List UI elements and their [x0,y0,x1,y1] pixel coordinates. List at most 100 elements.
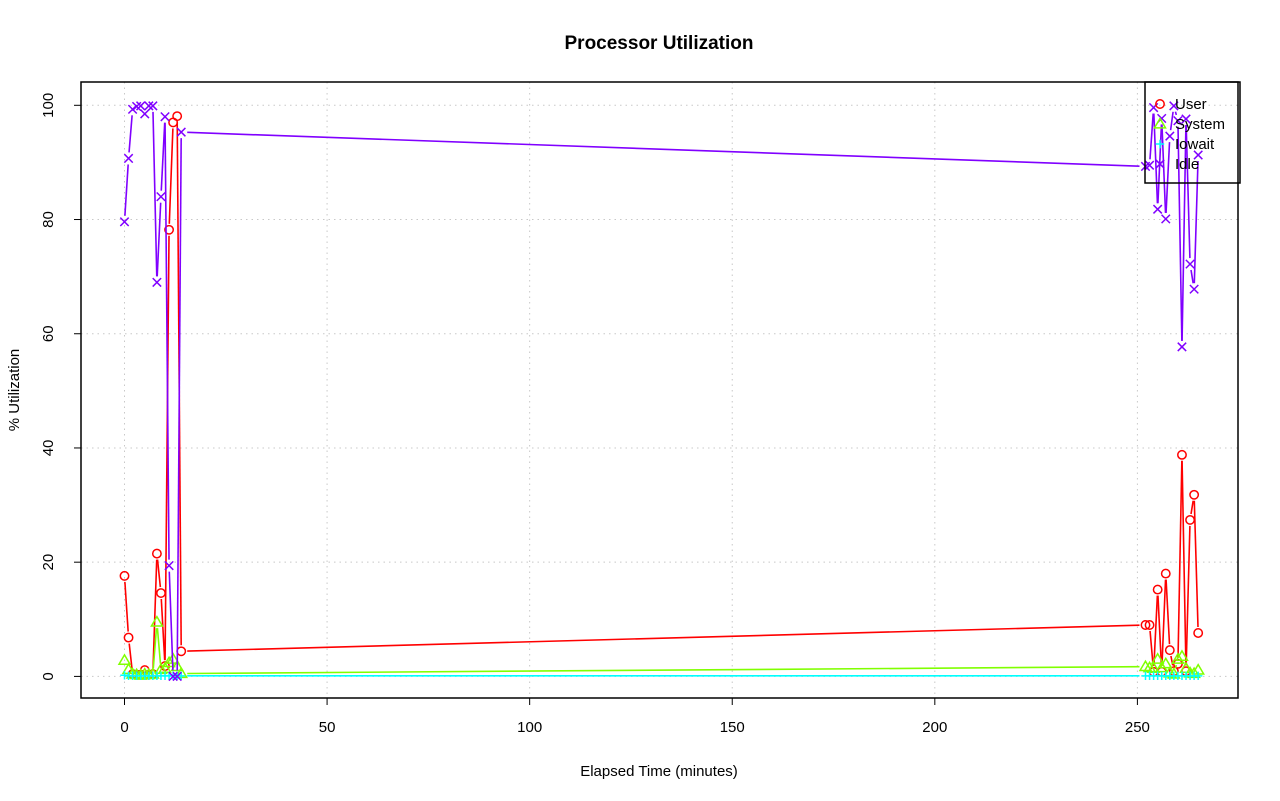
series-line-segment [187,624,1140,652]
x-tick-label: 200 [922,719,947,736]
series-line-segment [124,164,129,216]
data-point [148,101,158,111]
data-point [170,659,184,672]
series-line-segment [1161,124,1167,213]
series-line-segment [168,128,174,224]
series-line-segment [156,628,162,664]
data-point [123,153,134,164]
series-line-segment [1193,500,1199,628]
series-line-segment [1185,525,1191,666]
data-point [1189,284,1199,294]
series-line-segment [160,598,166,661]
series-line-segment [1161,579,1167,666]
data-point [127,104,138,115]
x-tick-label: 50 [319,719,336,736]
data-point [172,111,183,122]
data-point [1193,628,1204,638]
data-point [135,101,146,111]
data-point [144,101,154,111]
legend-label-iowait: Iowait [1175,136,1215,153]
series-idle [119,101,1203,682]
data-point [119,570,130,581]
series-line-segment [1174,111,1178,116]
data-point [164,560,174,571]
y-tick-label: 100 [40,93,57,118]
data-point [1185,514,1196,525]
series-line-segment [1153,595,1159,666]
legend-marker-system [1153,117,1167,129]
data-point [1185,259,1195,269]
data-point [119,217,130,227]
series-line-segment [124,581,129,632]
legend-label-idle: Idle [1175,156,1199,173]
data-point [1181,114,1191,124]
series-line-segment [1165,142,1171,213]
data-point [1165,131,1175,141]
data-point [164,224,175,235]
data-point [1164,645,1175,656]
data-point [1140,620,1151,630]
x-tick-label: 0 [120,719,128,736]
data-point [176,646,187,657]
data-point [156,191,166,202]
series-line-segment [164,235,170,661]
data-point [1152,584,1163,595]
y-tick-label: 0 [40,672,57,680]
series-line-segment [1165,579,1171,645]
grid [81,82,1238,698]
legend-box [1144,81,1241,184]
data-point [160,111,170,122]
data-point [156,588,166,598]
data-point [1189,489,1200,500]
series-line-segment [1185,124,1191,259]
y-tick-label: 20 [40,554,57,571]
data-point [152,277,162,288]
data-point [1171,652,1185,664]
data-point [1193,150,1203,160]
y-tick-label: 80 [40,211,57,228]
series-line-segment [128,643,133,669]
series-line-segment [168,571,174,671]
x-tick-label: 250 [1125,719,1150,736]
data-point [1161,214,1171,224]
series-line-segment [1190,500,1194,515]
data-point [1169,101,1179,111]
data-point [1173,115,1183,126]
legend-label-user: User [1175,96,1207,113]
series-line-segment [152,628,158,669]
legend-marker-iowait [1155,139,1165,149]
axes: 0 50 100 150 200 250 0 20 40 60 80 100 [40,93,1150,736]
series-line-segment [156,559,162,588]
series-line-segment [1157,595,1163,666]
data-point [1160,568,1171,579]
data-point [168,671,178,682]
series-user [119,111,1204,680]
series-line-segment [160,122,166,191]
y-axis-label: % Utilization [6,349,23,432]
data-point [1177,342,1187,352]
data-point [150,615,164,627]
legend-marker-idle [1155,159,1165,169]
series-line-segment [176,138,182,671]
legend-label-system: System [1175,116,1225,133]
series-line-segment [1169,111,1174,131]
series-layer [117,101,1205,682]
series-line-segment [187,665,1140,675]
series-line-segment [1174,664,1178,669]
data-point [1152,204,1163,214]
series-line-segment [1181,124,1187,341]
series-line-segment [187,131,1140,167]
data-point [1144,160,1155,170]
data-point [151,548,162,559]
data-point [123,632,134,643]
series-line-segment [156,202,162,277]
series-line-segment [152,111,158,277]
series-line-segment [128,115,133,153]
x-tick-label: 150 [720,719,745,736]
legend: User System Iowait Idle [1144,81,1241,184]
series-line-segment [1149,113,1154,160]
series-line-segment [1149,630,1154,666]
legend-marker-user [1155,99,1165,109]
x-tick-label: 100 [517,719,542,736]
